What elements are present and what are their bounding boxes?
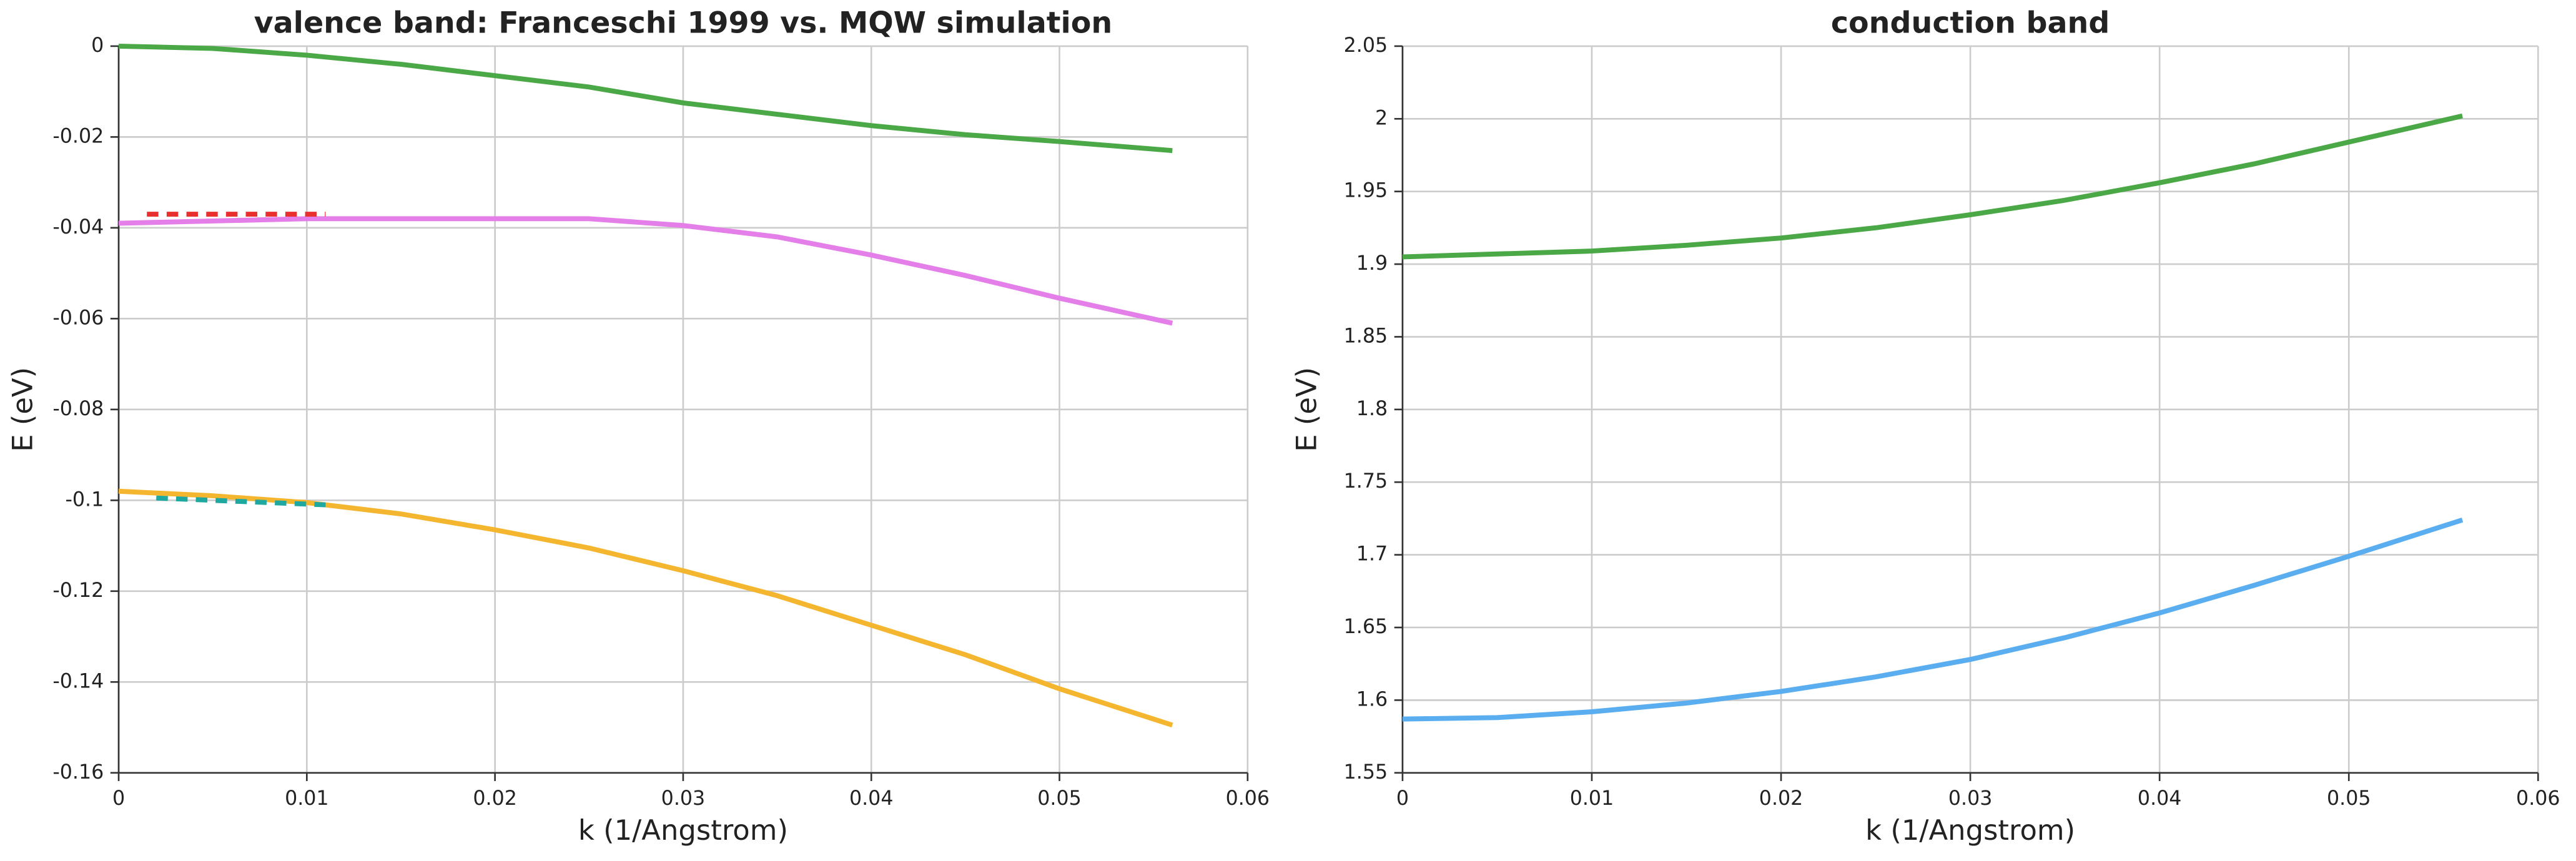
y-tick-label: -0.02 <box>52 125 104 147</box>
y-tick-label: 1.7 <box>1356 543 1388 566</box>
y-tick-label: 1.8 <box>1356 398 1388 420</box>
x-axis-label: k (1/Angstrom) <box>1865 814 2075 847</box>
y-tick-label: 0 <box>91 34 104 57</box>
chart-title: valence band: Franceschi 1999 vs. MQW si… <box>254 6 1113 41</box>
y-tick-label: -0.12 <box>52 579 104 602</box>
series-line <box>156 495 326 508</box>
y-tick-label: -0.06 <box>52 307 104 329</box>
y-tick-label: 1.85 <box>1344 325 1388 347</box>
x-tick-label: 0.01 <box>1570 787 1614 810</box>
x-tick-label: 0.06 <box>1226 787 1270 810</box>
y-tick-label: 1.65 <box>1344 616 1388 638</box>
series-line <box>1402 517 2464 722</box>
x-tick-label: 0.01 <box>285 787 329 810</box>
y-tick-label: 2.05 <box>1344 34 1388 57</box>
y-tick-label: 2 <box>1375 107 1388 129</box>
y-tick-label: 1.95 <box>1344 180 1388 202</box>
x-tick-label: 0.05 <box>1037 787 1082 810</box>
y-tick-label: 1.55 <box>1344 761 1388 784</box>
y-axis-label: E (eV) <box>1290 367 1323 452</box>
x-tick-label: 0 <box>1396 787 1409 810</box>
x-tick-label: 0.02 <box>473 787 517 810</box>
y-tick-label: -0.1 <box>65 488 104 511</box>
y-tick-label: 1.75 <box>1344 470 1388 493</box>
series-line <box>118 43 1173 154</box>
x-tick-label: 0.03 <box>1948 787 1993 810</box>
x-tick-label: 0.02 <box>1759 787 1804 810</box>
y-axis-label: E (eV) <box>6 367 39 452</box>
y-tick-label: -0.16 <box>52 761 104 784</box>
y-tick-label: -0.14 <box>52 670 104 692</box>
x-tick-label: 0 <box>112 787 125 810</box>
y-tick-label: 1.9 <box>1356 252 1388 275</box>
y-tick-label: -0.04 <box>52 216 104 239</box>
x-tick-label: 0.06 <box>2516 787 2560 810</box>
x-tick-label: 0.03 <box>661 787 706 810</box>
series-line <box>1402 113 2463 260</box>
x-tick-label: 0.04 <box>2138 787 2182 810</box>
x-tick-label: 0.04 <box>849 787 894 810</box>
y-tick-label: -0.08 <box>52 398 104 420</box>
chart-title: conduction band <box>1831 6 2110 41</box>
x-axis-label: k (1/Angstrom) <box>578 814 788 847</box>
series-line <box>118 488 1173 728</box>
x-tick-label: 0.05 <box>2327 787 2371 810</box>
series-line <box>118 216 1173 326</box>
y-tick-label: 1.6 <box>1356 688 1388 711</box>
